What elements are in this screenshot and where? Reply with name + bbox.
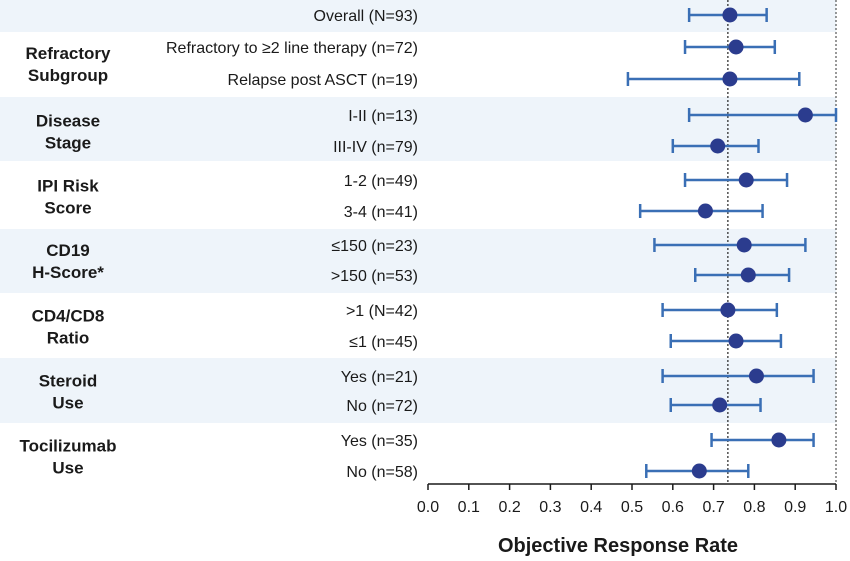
x-tick-label: 0.0 xyxy=(417,499,439,516)
x-tick-label: 0.2 xyxy=(498,499,520,516)
estimate-point xyxy=(710,138,726,154)
x-tick-label: 0.5 xyxy=(621,499,643,516)
group-label: Tocilizumab Use xyxy=(20,437,117,478)
x-tick-label: 0.7 xyxy=(702,499,724,516)
estimate-point xyxy=(748,368,764,384)
row-label: 1-2 (n=49) xyxy=(344,173,418,190)
estimate-marks xyxy=(626,7,838,479)
estimate-point xyxy=(691,463,707,479)
row-label: Yes (n=35) xyxy=(341,433,418,450)
x-tick-label: 0.9 xyxy=(784,499,806,516)
row-label: >1 (N=42) xyxy=(346,303,418,320)
x-tick-label: 0.3 xyxy=(539,499,561,516)
x-axis: Objective Response Rate 0.0 0.1 0.2 0.3 0.4 0… xyxy=(417,483,847,557)
group-label: Steroid Use xyxy=(39,372,98,413)
estimate-point xyxy=(722,71,738,87)
x-tick-label: 0.4 xyxy=(580,499,602,516)
row-bands xyxy=(0,0,836,423)
estimate-point xyxy=(736,237,752,253)
row-label: I-II (n=13) xyxy=(348,108,418,125)
row-label: Yes (n=21) xyxy=(341,369,418,386)
row-labels: Overall (N=93) Refractory to ≥2 line ther… xyxy=(20,8,418,481)
row-label: III-IV (n=79) xyxy=(333,139,418,156)
row-label: Refractory to ≥2 line therapy (n=72) xyxy=(166,40,418,57)
x-tick-label: 1.0 xyxy=(825,499,847,516)
row-label: ≤1 (n=45) xyxy=(349,334,418,351)
x-tick-label: 0.6 xyxy=(662,499,684,516)
group-band-6 xyxy=(0,358,836,423)
group-band-4 xyxy=(0,229,836,293)
row-label: Overall (N=93) xyxy=(314,8,418,25)
group-band-2 xyxy=(0,97,836,161)
estimate-point xyxy=(720,302,736,318)
estimate-point xyxy=(771,432,787,448)
x-tick-label: 0.1 xyxy=(458,499,480,516)
group-label: CD19 H-Score* xyxy=(32,241,104,282)
group-label: Disease Stage xyxy=(36,112,100,153)
estimate-point xyxy=(797,107,813,123)
estimate-point xyxy=(740,267,756,283)
group-label: Refractory Subgroup xyxy=(25,44,111,85)
row-label: Relapse post ASCT (n=19) xyxy=(228,72,418,89)
x-axis-title: Objective Response Rate xyxy=(498,535,738,557)
row-label: ≤150 (n=23) xyxy=(331,238,418,255)
row-label: >150 (n=53) xyxy=(331,268,418,285)
estimate-point xyxy=(728,333,744,349)
estimate-point xyxy=(738,172,754,188)
row-label: No (n=58) xyxy=(346,464,418,481)
x-tick-label: 0.8 xyxy=(743,499,765,516)
row-label: 3-4 (n=41) xyxy=(344,204,418,221)
estimate-point xyxy=(722,7,738,23)
row-label: No (n=72) xyxy=(346,398,418,415)
estimate-point xyxy=(728,39,744,55)
group-label: CD4/CD8 Ratio xyxy=(32,307,105,348)
estimate-point xyxy=(712,397,728,413)
estimate-point xyxy=(697,203,713,219)
group-label: IPI Risk Score xyxy=(37,177,99,218)
